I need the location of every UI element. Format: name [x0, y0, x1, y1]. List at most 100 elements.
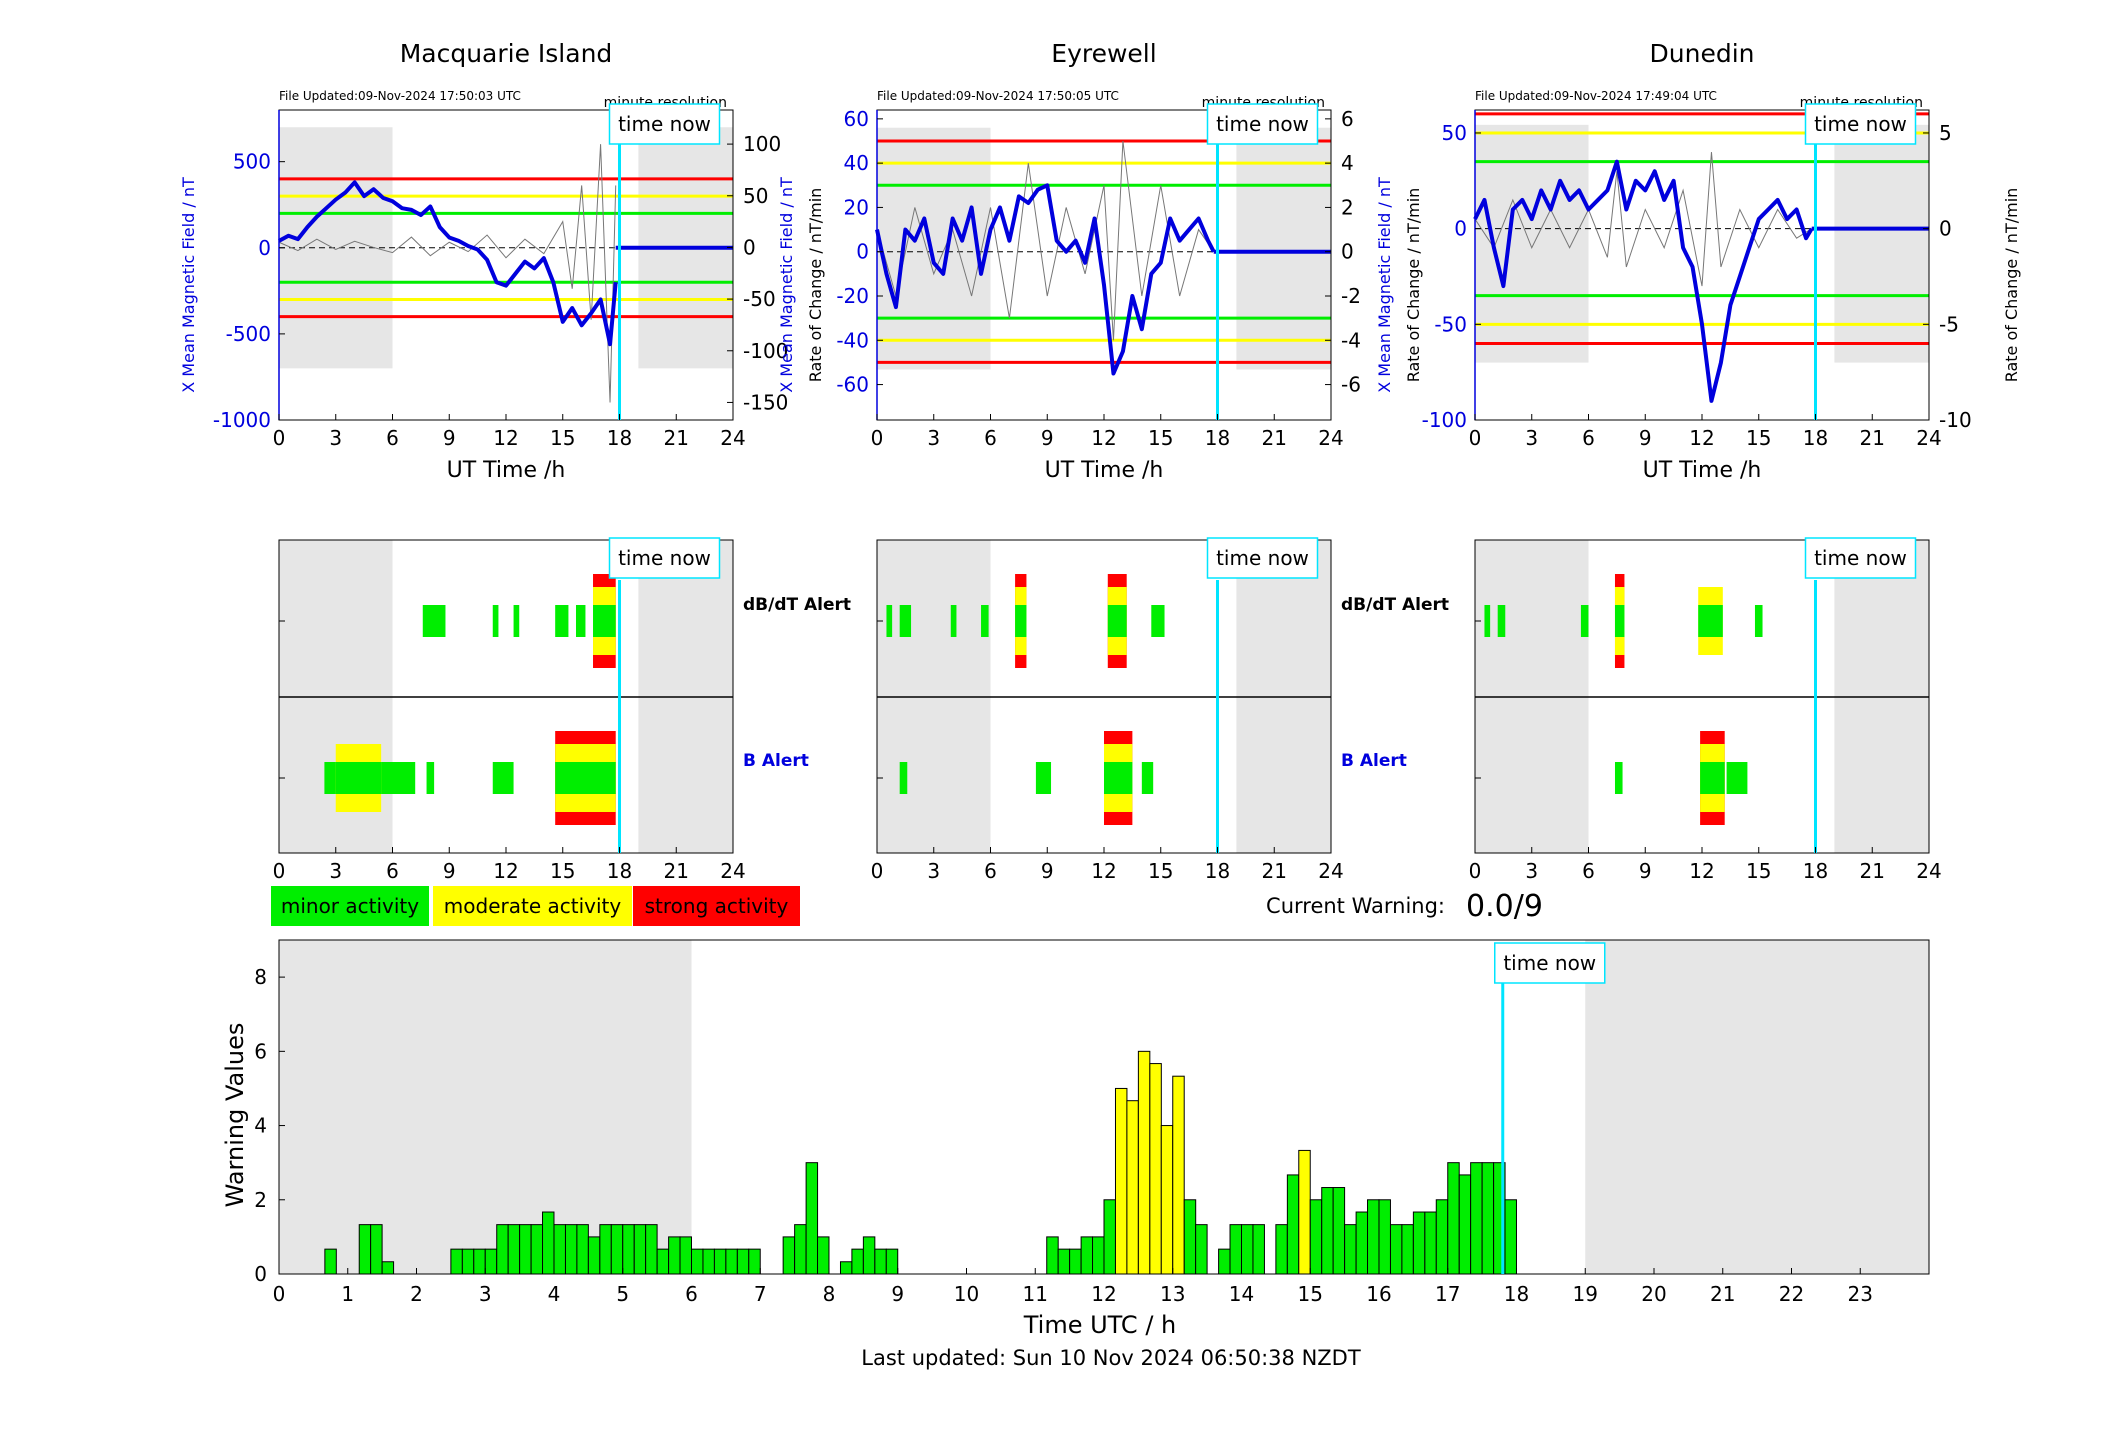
bottom-x-tick-label: 9	[891, 1282, 904, 1306]
right-y-axis-label: Rate of Change / nT/min	[1404, 188, 1423, 383]
time-now-box	[608, 103, 721, 145]
x-tick-label: 15	[1148, 426, 1173, 450]
warning-bar	[599, 1224, 612, 1275]
night-shade	[1236, 127, 1331, 370]
left-tick-label: 0	[258, 236, 271, 260]
warning-bar	[473, 1248, 486, 1275]
warning-bar	[633, 1224, 647, 1275]
warning-bar	[553, 1224, 566, 1275]
x-tick-label: 0	[1469, 426, 1482, 450]
file-updated-text: File Updated:09-Nov-2024 17:50:05 UTC	[877, 89, 1119, 103]
right-tick-label: 0	[1341, 240, 1354, 264]
warning-bar	[862, 1236, 876, 1275]
x-tick-label: 9	[1639, 426, 1652, 450]
x-tick-label: 15	[1746, 426, 1771, 450]
b-alert-minor	[555, 762, 616, 794]
left-tick-label: 0	[1454, 217, 1467, 241]
current-warning-label: Current Warning:	[1266, 894, 1445, 918]
current-warning-value: 0.0/9	[1466, 889, 1543, 924]
warning-bar	[794, 1224, 807, 1275]
dbdt-alert-minor	[422, 605, 446, 637]
warning-bar	[1046, 1236, 1059, 1275]
alert-time-now-label: time now	[618, 546, 711, 570]
right-tick-label: 2	[1341, 195, 1354, 219]
right-tick-label: -4	[1341, 328, 1361, 352]
warning-bar	[564, 1224, 578, 1275]
left-tick-label: -50	[1434, 312, 1467, 336]
right-tick-label: -150	[743, 390, 788, 414]
right-tick-label: -50	[743, 287, 776, 311]
bottom-x-tick-label: 23	[1848, 1282, 1873, 1306]
dbdt-alert-minor	[899, 605, 912, 637]
alert-time-now-box	[1804, 537, 1917, 579]
alert-x-tick-label: 3	[329, 859, 342, 883]
warning-bar	[1275, 1224, 1288, 1275]
bottom-x-tick-label: 17	[1435, 1282, 1460, 1306]
alert-x-tick-label: 9	[1041, 859, 1054, 883]
alert-x-tick-label: 15	[1148, 859, 1173, 883]
dbdt-alert-minor	[555, 605, 569, 637]
bottom-x-tick-label: 20	[1641, 1282, 1666, 1306]
left-tick-label: 500	[233, 150, 271, 174]
x-axis-label: UT Time /h	[1045, 458, 1164, 483]
alert-x-tick-label: 18	[607, 859, 632, 883]
alert-x-tick-label: 6	[386, 859, 399, 883]
right-tick-label: -10	[1939, 408, 1972, 432]
warning-bar	[530, 1224, 544, 1275]
station-title: Macquarie Island	[400, 39, 613, 68]
time-now-box	[1804, 103, 1917, 145]
x-tick-label: 3	[329, 426, 342, 450]
warning-bar	[1504, 1199, 1517, 1275]
warning-bar	[1241, 1224, 1254, 1275]
warning-bar	[1458, 1174, 1472, 1275]
alert-x-tick-label: 12	[493, 859, 518, 883]
right-y-axis-label: Rate of Change / nT/min	[2002, 188, 2021, 383]
alert-x-tick-label: 3	[927, 859, 940, 883]
warning-bar	[1103, 1199, 1116, 1275]
warning-bar	[1424, 1211, 1437, 1275]
warning-bar	[1378, 1199, 1391, 1275]
b-alert-label: B Alert	[743, 751, 809, 771]
dbdt-alert-minor	[1497, 605, 1506, 637]
x-tick-label: 21	[1262, 426, 1287, 450]
right-tick-label: 4	[1341, 151, 1354, 175]
warning-bar	[805, 1162, 819, 1275]
left-y-axis-label: X Mean Magnetic Field / nT	[777, 177, 796, 393]
time-now-box	[1206, 103, 1319, 145]
bottom-x-tick-label: 14	[1229, 1282, 1254, 1306]
x-tick-label: 24	[1916, 426, 1941, 450]
warning-bar	[782, 1236, 796, 1275]
warning-bar	[1252, 1224, 1265, 1275]
warning-bar	[1114, 1087, 1128, 1275]
dbdt-alert-minor	[1614, 605, 1625, 637]
alert-x-tick-label: 21	[1860, 859, 1885, 883]
warning-bar	[691, 1248, 704, 1275]
b-alert-minor	[1104, 762, 1133, 794]
x-tick-label: 3	[927, 426, 940, 450]
bottom-x-tick-label: 7	[754, 1282, 767, 1306]
warning-bar	[1218, 1248, 1231, 1275]
dbdt-alert-minor	[575, 605, 586, 637]
right-tick-label: 6	[1341, 107, 1354, 131]
alert-x-tick-label: 24	[720, 859, 745, 883]
warning-bar	[484, 1248, 498, 1275]
current-warning: Current Warning: 0.0/9	[1266, 889, 1543, 924]
dbdt-alert-minor	[1580, 605, 1589, 637]
station-panels: Macquarie Island File Updated:09-Nov-2024…	[179, 39, 2021, 883]
bottom-x-tick-label: 21	[1710, 1282, 1735, 1306]
alert-x-tick-label: 24	[1318, 859, 1343, 883]
bottom-y-tick-label: 0	[254, 1262, 267, 1286]
warning-bar	[1149, 1063, 1162, 1275]
bottom-x-tick-label: 11	[1023, 1282, 1048, 1306]
warning-bar	[1344, 1224, 1357, 1275]
bottom-x-tick-label: 0	[273, 1282, 286, 1306]
warning-bar	[450, 1248, 463, 1275]
x-tick-label: 12	[493, 426, 518, 450]
legend-swatch-strong	[633, 886, 800, 926]
bottom-time-now-label: time now	[1503, 951, 1596, 975]
alert-x-tick-label: 3	[1525, 859, 1538, 883]
b-alert-minor	[1141, 762, 1154, 794]
left-tick-label: -60	[836, 373, 869, 397]
warning-bar	[1401, 1224, 1414, 1275]
